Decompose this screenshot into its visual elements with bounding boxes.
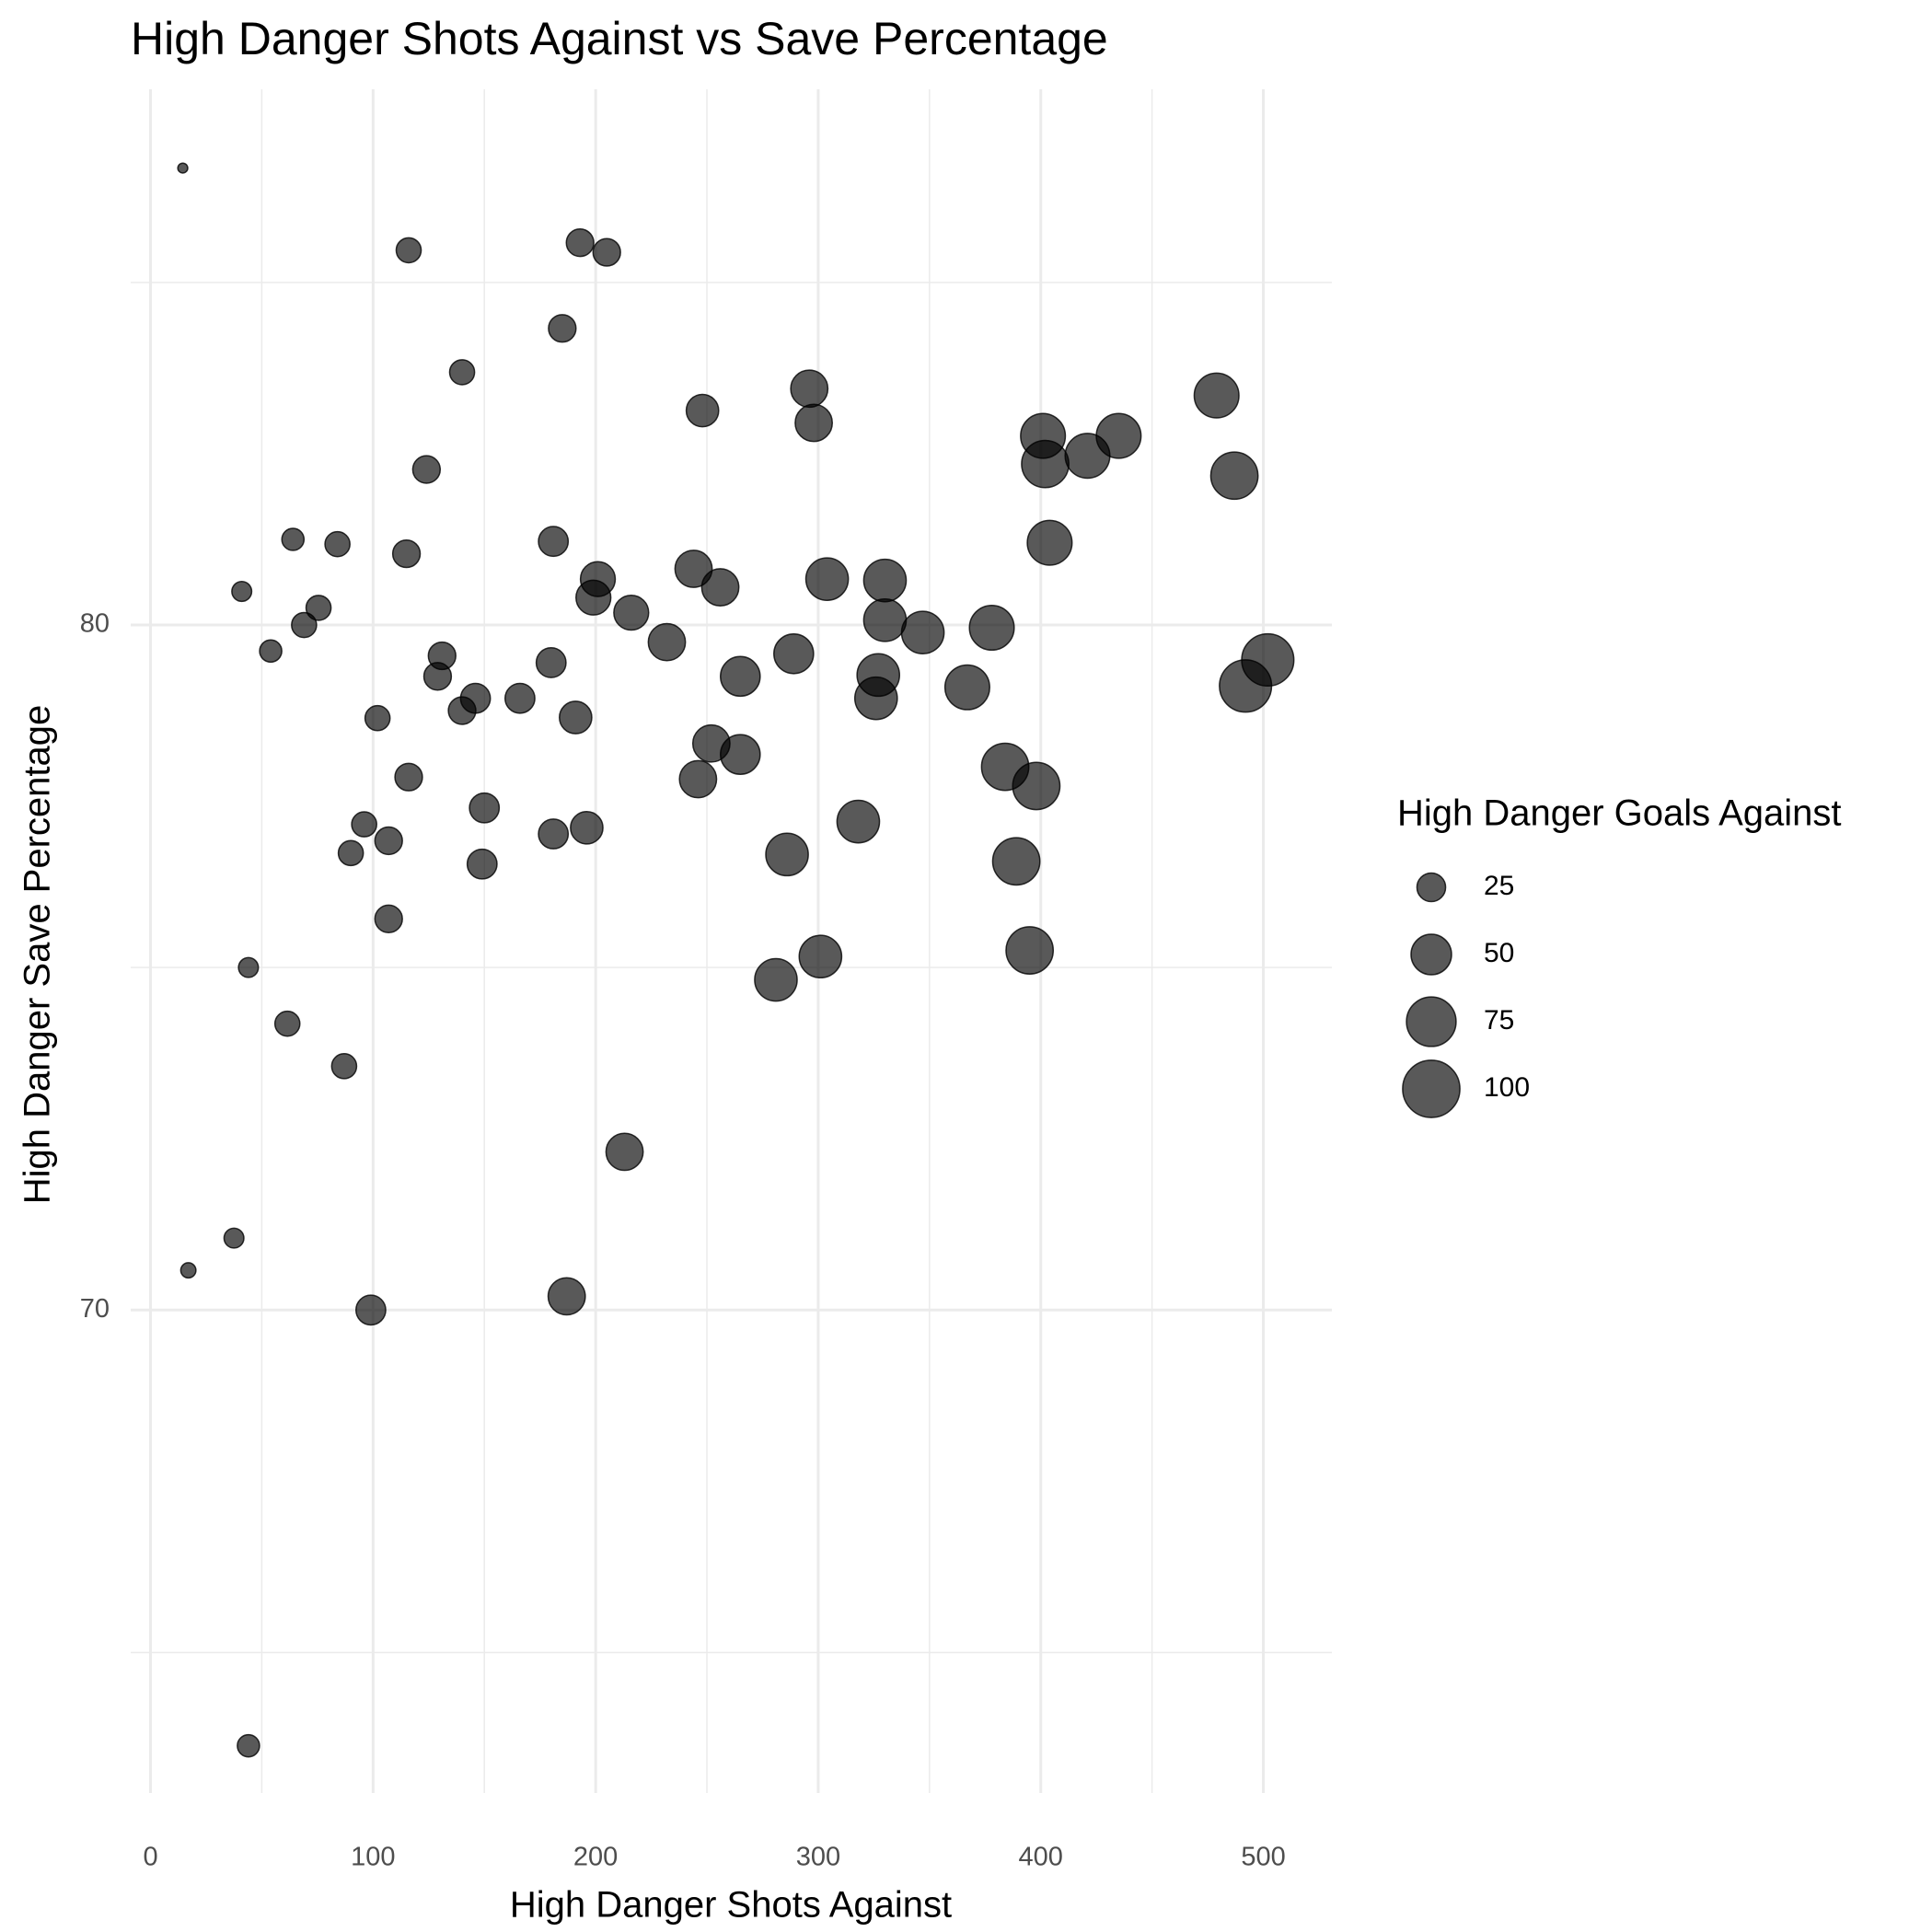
point — [305, 595, 332, 621]
point — [503, 682, 536, 714]
point — [565, 228, 595, 258]
point — [395, 237, 422, 264]
chart-title: High Danger Shots Against vs Save Percen… — [131, 13, 1108, 64]
point — [773, 632, 815, 675]
point — [469, 792, 501, 824]
legend-title: High Danger Goals Against — [1397, 793, 1842, 834]
legend-label: 50 — [1484, 938, 1514, 968]
point — [374, 826, 403, 856]
point — [447, 696, 477, 725]
point — [1209, 451, 1259, 501]
x-tick-label: 0 — [143, 1843, 157, 1872]
point — [685, 393, 720, 428]
point — [391, 538, 422, 569]
point — [351, 811, 377, 838]
point — [613, 594, 650, 631]
point — [570, 810, 604, 845]
point — [862, 558, 908, 603]
point — [223, 1227, 245, 1249]
x-tick-label: 500 — [1241, 1843, 1285, 1872]
point — [466, 848, 498, 880]
x-axis-title: High Danger Shots Against — [510, 1885, 952, 1926]
point — [719, 734, 761, 775]
point — [700, 568, 740, 607]
point — [968, 604, 1015, 652]
point — [1193, 372, 1240, 419]
legend-label: 25 — [1484, 871, 1514, 901]
point — [592, 237, 621, 267]
point — [281, 527, 306, 551]
point — [538, 526, 570, 558]
y-axis-title: High Danger Save Percentage — [17, 705, 58, 1205]
point — [1012, 761, 1061, 811]
point — [291, 611, 318, 639]
legend-label: 75 — [1484, 1005, 1514, 1035]
point — [754, 957, 798, 1002]
point — [237, 1733, 260, 1758]
point — [535, 647, 567, 678]
x-tick-label: 200 — [573, 1843, 618, 1872]
point — [575, 579, 612, 616]
point — [678, 759, 718, 799]
point — [330, 1053, 358, 1080]
point — [1026, 519, 1073, 566]
y-tick-label: 70 — [80, 1294, 110, 1324]
x-tick-label: 300 — [796, 1843, 840, 1872]
point — [1021, 439, 1070, 489]
point — [804, 557, 850, 601]
x-tick-label: 100 — [351, 1843, 395, 1872]
point — [324, 530, 351, 558]
point — [548, 314, 577, 343]
legend-key — [1416, 872, 1447, 903]
point — [337, 839, 364, 867]
point — [237, 956, 260, 978]
legend-label: 100 — [1484, 1072, 1530, 1103]
point — [790, 369, 829, 409]
point — [259, 639, 283, 664]
point — [991, 837, 1041, 886]
point — [794, 403, 833, 443]
point — [448, 359, 476, 386]
point — [647, 622, 687, 662]
point — [273, 1010, 301, 1037]
y-tick-label: 80 — [80, 609, 110, 639]
point — [674, 550, 713, 588]
point — [394, 762, 423, 792]
point — [862, 597, 908, 642]
point — [364, 704, 391, 732]
point — [374, 904, 403, 933]
point — [900, 610, 945, 655]
point — [798, 934, 843, 979]
point — [538, 818, 570, 850]
point — [853, 676, 898, 721]
point — [943, 664, 990, 711]
point — [231, 581, 253, 603]
legend-key — [1402, 1059, 1461, 1118]
point — [422, 662, 453, 691]
point — [177, 162, 189, 174]
point — [547, 1277, 586, 1316]
point — [354, 1294, 387, 1326]
point — [411, 455, 442, 484]
point — [836, 799, 881, 844]
point — [605, 1132, 644, 1172]
point — [1241, 632, 1295, 688]
point — [719, 655, 761, 698]
legend-key — [1406, 996, 1457, 1047]
point — [559, 700, 593, 735]
legend-key — [1410, 933, 1452, 976]
point — [1095, 412, 1142, 459]
point — [179, 1262, 197, 1279]
point — [765, 832, 809, 877]
point — [1005, 926, 1055, 975]
x-tick-label: 400 — [1019, 1843, 1063, 1872]
